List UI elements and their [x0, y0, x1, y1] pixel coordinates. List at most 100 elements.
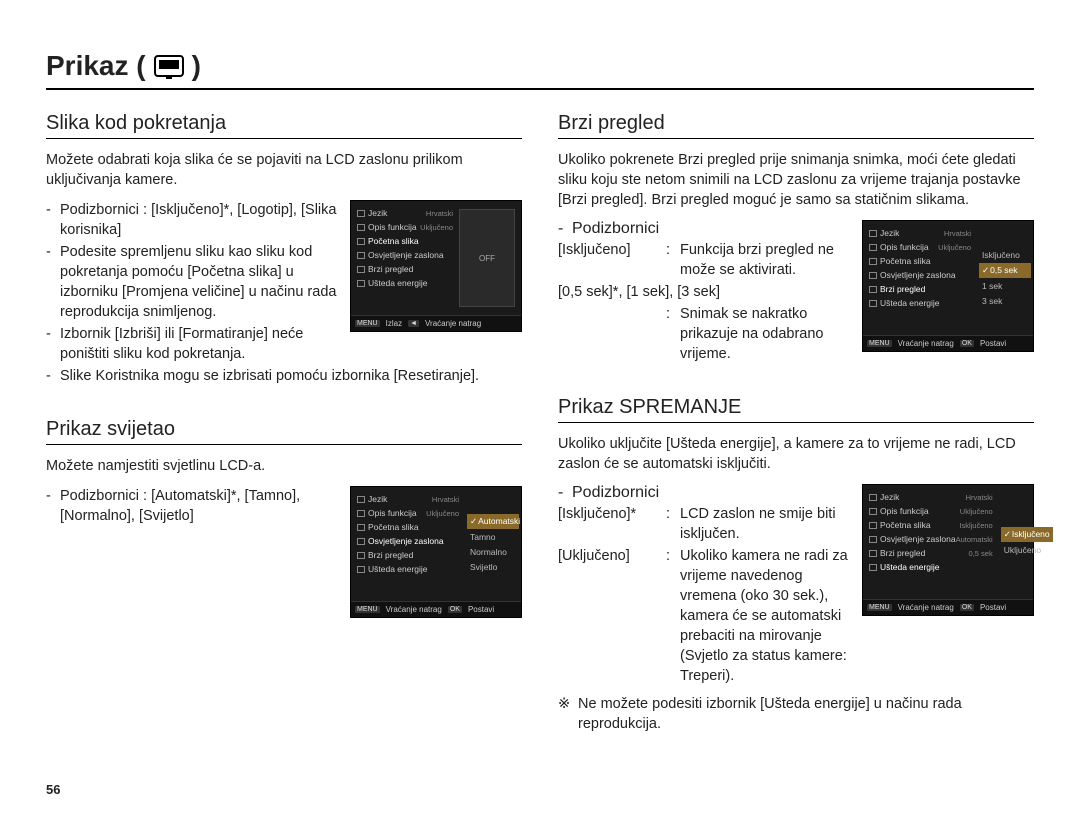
kv-val: LCD zaslon ne smije biti isključen.: [680, 504, 852, 544]
display-icon: [154, 55, 184, 77]
kv-key: [Isključeno]*: [558, 504, 666, 544]
kv-row: [Uključeno]:Ukoliko kamera ne radi za vr…: [558, 546, 852, 686]
section-title: Prikaz svijetao: [46, 418, 522, 445]
list-item: -Podizbornici: [558, 484, 852, 502]
title-text-2: ): [192, 50, 201, 82]
ss-sub-item: 1 sek: [979, 279, 1031, 293]
kv-val: Funkcija brzi pregled ne može se aktivir…: [680, 240, 852, 280]
left-column: Slika kod pokretanja Možete odabrati koj…: [46, 104, 522, 734]
kv-key: [Isključeno]: [558, 240, 666, 280]
note-symbol: ※: [558, 694, 578, 734]
ss-menu-row: Početna slika: [353, 520, 461, 534]
bullet-list: -Slike Koristnika mogu se izbrisati pomo…: [46, 366, 522, 386]
ss-menu-row: Ušteda energije: [353, 276, 455, 290]
note: ※ Ne možete podesiti izbornik [Ušteda en…: [558, 694, 1034, 734]
ss-sub-item: Isključeno: [1001, 527, 1053, 542]
ss-footer: MENUVraćanje natragOKPostavi: [351, 601, 521, 617]
camera-screenshot: JezikHrvatskiOpis funkcijaUključenoPočet…: [350, 486, 522, 618]
list-item: -Podizbornici : [Isključeno]*, [Logotip]…: [46, 200, 340, 240]
list-item: -Podesite spremljenu sliku kao sliku kod…: [46, 242, 340, 322]
ss-menu-row: JezikHrvatski: [865, 226, 973, 240]
ss-menu-row: JezikHrvatski: [353, 492, 461, 506]
kv-key: [Uključeno]: [558, 546, 666, 686]
list-text: Podizbornici: [572, 484, 852, 502]
ss-menu-row: Opis funkcijaUključeno: [353, 220, 455, 234]
ss-sub-item: 3 sek: [979, 294, 1031, 308]
list-item: -Podizbornici : [Automatski]*, [Tamno], …: [46, 486, 340, 526]
content-row: -Podizbornici : [Isključeno]*, [Logotip]…: [46, 200, 522, 366]
ss-menu-row: Osvjetljenje zaslonaAutomatski: [865, 532, 995, 546]
list-text: Podesite spremljenu sliku kao sliku kod …: [60, 242, 340, 322]
section-title: Brzi pregled: [558, 112, 1034, 139]
bullet-list: -Podizbornici : [Isključeno]*, [Logotip]…: [46, 200, 340, 366]
ss-menu-row: Osvjetljenje zaslona: [353, 248, 455, 262]
content-row: -Podizbornici : [Automatski]*, [Tamno], …: [46, 486, 522, 618]
ss-footer: MENUIzlaz◄Vraćanje natrag: [351, 315, 521, 331]
kv-list: -Podizbornici [Isključeno]:Funkcija brzi…: [558, 220, 852, 366]
list-item: -Podizbornici: [558, 220, 852, 238]
ss-sub-item: Normalno: [467, 545, 519, 559]
list-item: -Slike Koristnika mogu se izbrisati pomo…: [46, 366, 522, 386]
ss-menu-row: Početna slika: [353, 234, 455, 248]
ss-menu-row: Ušteda energije: [865, 560, 995, 574]
kv-row: [0,5 sek]*, [1 sek], [3 sek]: [558, 282, 852, 302]
ss-preview: OFF: [459, 209, 515, 307]
list-text: Slike Koristnika mogu se izbrisati pomoć…: [60, 366, 522, 386]
ss-submenu: IsključenoUključeno: [999, 485, 1055, 599]
camera-screenshot: JezikHrvatskiOpis funkcijaUključenoPočet…: [350, 200, 522, 332]
ss-sub-item: 0,5 sek: [979, 263, 1031, 278]
kv-row: :Snimak se nakratko prikazuje na odabran…: [558, 304, 852, 364]
page-number: 56: [46, 782, 60, 797]
kv-row: [Isključeno]:Funkcija brzi pregled ne mo…: [558, 240, 852, 280]
section-title: Prikaz SPREMANJE: [558, 396, 1034, 423]
ss-menu-row: Početna slika: [865, 254, 973, 268]
kv-row: [Isključeno]*:LCD zaslon ne smije biti i…: [558, 504, 852, 544]
content-row: -Podizbornici [Isključeno]:Funkcija brzi…: [558, 220, 1034, 366]
page-title: Prikaz ( ): [46, 50, 1034, 90]
list-text: Podizbornici: [572, 220, 852, 238]
section-intro: Ukoliko pokrenete Brzi pregled prije sni…: [558, 150, 1034, 210]
ss-menu-row: Ušteda energije: [353, 562, 461, 576]
ss-sub-item: Automatski: [467, 514, 519, 529]
ss-submenu: Isključeno0,5 sek1 sek3 sek: [977, 221, 1033, 335]
list-text: Podizbornici : [Isključeno]*, [Logotip],…: [60, 200, 340, 240]
ss-menu-row: JezikHrvatski: [353, 206, 455, 220]
section-intro: Ukoliko uključite [Ušteda energije], a k…: [558, 434, 1034, 474]
kv-key: [558, 304, 666, 364]
content-columns: Slika kod pokretanja Možete odabrati koj…: [46, 104, 1034, 734]
ss-menu-row: JezikHrvatski: [865, 490, 995, 504]
bullet-list: -Podizbornici : [Automatski]*, [Tamno], …: [46, 486, 340, 528]
ss-sub-item: Svijetlo: [467, 560, 519, 574]
section-intro: Možete namjestiti svjetlinu LCD-a.: [46, 456, 522, 476]
ss-footer: MENUVraćanje natragOKPostavi: [863, 599, 1033, 615]
ss-menu-row: Brzi pregled: [353, 262, 455, 276]
ss-menu-row: Opis funkcijaUključeno: [865, 504, 995, 518]
ss-menu-row: Početna slikaIsključeno: [865, 518, 995, 532]
ss-menu-row: Ušteda energije: [865, 296, 973, 310]
ss-menu-row: Brzi pregled0,5 sek: [865, 546, 995, 560]
kv-val: Snimak se nakratko prikazuje na odabrano…: [680, 304, 852, 364]
camera-screenshot: JezikHrvatskiOpis funkcijaUključenoPočet…: [862, 220, 1034, 352]
ss-submenu: AutomatskiTamnoNormalnoSvijetlo: [465, 487, 521, 601]
section-title: Slika kod pokretanja: [46, 112, 522, 139]
ss-sub-item: Tamno: [467, 530, 519, 544]
ss-menu-row: Brzi pregled: [865, 282, 973, 296]
note-text: Ne možete podesiti izbornik [Ušteda ener…: [578, 694, 1034, 734]
ss-menu-row: Brzi pregled: [353, 548, 461, 562]
list-text: Podizbornici : [Automatski]*, [Tamno], […: [60, 486, 340, 526]
ss-menu-row: Opis funkcijaUključeno: [865, 240, 973, 254]
right-column: Brzi pregled Ukoliko pokrenete Brzi preg…: [558, 104, 1034, 734]
kv-val: Ukoliko kamera ne radi za vrijeme navede…: [680, 546, 852, 686]
ss-sub-item: Uključeno: [1001, 543, 1053, 557]
title-text-1: Prikaz (: [46, 50, 146, 82]
ss-menu-row: Opis funkcijaUključeno: [353, 506, 461, 520]
camera-screenshot: JezikHrvatskiOpis funkcijaUključenoPočet…: [862, 484, 1034, 616]
kv-list: -Podizbornici [Isključeno]*:LCD zaslon n…: [558, 484, 852, 688]
ss-menu-row: Osvjetljenje zaslona: [865, 268, 973, 282]
list-text: Izbornik [Izbriši] ili [Formatiranje] ne…: [60, 324, 340, 364]
ss-sub-item: Isključeno: [979, 248, 1031, 262]
ss-footer: MENUVraćanje natragOKPostavi: [863, 335, 1033, 351]
ss-menu-row: Osvjetljenje zaslona: [353, 534, 461, 548]
kv-key: [0,5 sek]*, [1 sek], [3 sek]: [558, 282, 852, 302]
section-intro: Možete odabrati koja slika će se pojavit…: [46, 150, 522, 190]
